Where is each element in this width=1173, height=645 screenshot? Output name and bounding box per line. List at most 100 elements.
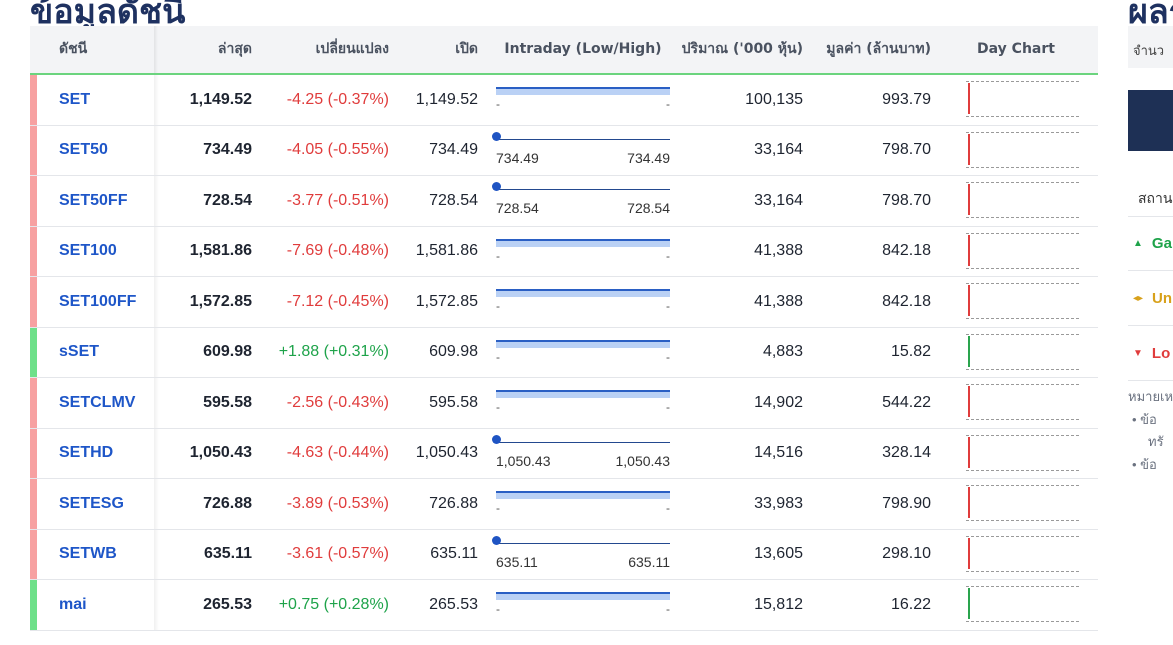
intraday-range: 728.54 728.54: [492, 176, 670, 226]
table-row[interactable]: SETCLMV 595.58 -2.56 (-0.43%) 595.58- -14,90…: [30, 378, 1098, 429]
day-chart[interactable]: [966, 434, 1079, 471]
intraday-range: --: [496, 479, 670, 529]
intraday-range: --: [496, 75, 670, 125]
index-name-link[interactable]: SET100: [59, 242, 117, 260]
side-item-unchanged[interactable]: ◂▸ Un: [1128, 271, 1173, 326]
price-change: -2.56 (-0.43%): [286, 393, 389, 411]
volume: 14,902: [754, 393, 803, 411]
day-chart[interactable]: [966, 283, 1079, 319]
header-index[interactable]: ดัชนี: [59, 41, 88, 57]
intraday-range-line: [496, 189, 670, 190]
index-name-link[interactable]: sSET: [59, 343, 100, 361]
side-item-unchanged-label: Un: [1152, 289, 1173, 307]
table-row[interactable]: SET 1,149.52 -4.25 (-0.37%) 1,149.52- -100,1…: [30, 75, 1098, 126]
header-volume[interactable]: ปริมาณ ('000 หุ้น): [681, 41, 803, 57]
header-change[interactable]: เปลี่ยนแปลง: [315, 41, 389, 57]
last-price: 726.88: [203, 494, 252, 512]
intraday-range: --: [496, 277, 670, 327]
day-chart-line: [968, 83, 970, 114]
table-row[interactable]: sSET 609.98 +1.88 (+0.31%) 609.98- -4,883 15.…: [30, 327, 1098, 378]
table-row[interactable]: SET50 734.49 -4.05 (-0.55%) 734.49 734.49 734…: [30, 125, 1098, 176]
index-name-link[interactable]: SETCLMV: [59, 393, 136, 411]
index-table: ดัชนี ล่าสุด เปลี่ยนแปลง เปิด Intraday (…: [30, 26, 1098, 631]
index-name-link[interactable]: SETHD: [59, 444, 114, 462]
intraday-low: 1,050.43: [496, 452, 551, 469]
day-chart[interactable]: [966, 131, 1079, 168]
side-item-loss[interactable]: ▼ Lo: [1128, 326, 1173, 381]
header-intraday[interactable]: Intraday (Low/High): [504, 41, 662, 57]
side-note-bullet: • ข้อ: [1132, 412, 1157, 427]
intraday-low: -: [496, 400, 500, 414]
trade-value: 798.70: [882, 191, 931, 209]
day-chart[interactable]: [966, 384, 1079, 420]
sticky-column-shadow: [154, 75, 159, 125]
intraday-marker: [492, 434, 501, 444]
side-item-loss-label: Lo: [1151, 344, 1171, 362]
direction-indicator: [30, 226, 37, 276]
index-name-link[interactable]: SET50FF: [59, 191, 128, 209]
day-chart-line: [968, 335, 970, 367]
intraday-range-line: [496, 441, 670, 443]
day-chart[interactable]: [966, 333, 1079, 370]
day-chart-line: [968, 386, 970, 417]
intraday-range: 734.49 734.49: [492, 126, 670, 176]
last-price: 609.98: [203, 343, 252, 361]
table-row[interactable]: SET100FF 1,572.85 -7.12 (-0.45%) 1,572.85- -…: [30, 277, 1098, 328]
trade-value: 798.70: [882, 141, 931, 159]
day-chart-line: [968, 184, 970, 215]
day-chart[interactable]: [966, 535, 1079, 572]
day-chart[interactable]: [966, 485, 1079, 521]
sticky-column-shadow: [154, 125, 159, 175]
index-name-link[interactable]: SET50: [59, 141, 108, 159]
sticky-column-shadow: [154, 26, 158, 73]
last-price: 728.54: [203, 191, 252, 209]
direction-indicator: [30, 75, 37, 125]
header-open[interactable]: เปิด: [455, 41, 478, 57]
intraday-marker: [492, 535, 501, 545]
volume: 33,983: [754, 494, 803, 512]
day-chart[interactable]: [966, 182, 1079, 218]
index-name-link[interactable]: SETESG: [59, 494, 124, 512]
table-row[interactable]: SET50FF 728.54 -3.77 (-0.51%) 728.54 728.54 7…: [30, 176, 1098, 227]
index-name-link[interactable]: SETWB: [59, 545, 117, 563]
direction-indicator: [30, 277, 37, 327]
index-name-link[interactable]: SET: [59, 90, 91, 108]
direction-indicator: [30, 125, 37, 175]
volume: 14,516: [754, 444, 803, 462]
last-price: 595.58: [203, 393, 252, 411]
intraday-low: -: [496, 299, 500, 313]
open-price: 726.88: [429, 494, 478, 512]
intraday-low: 734.49: [496, 149, 539, 166]
index-name-link[interactable]: SET100FF: [59, 292, 137, 310]
intraday-high: 728.54: [627, 200, 670, 216]
table-body: SET 1,149.52 -4.25 (-0.37%) 1,149.52- -100,1…: [30, 75, 1098, 631]
trade-value: 842.18: [882, 292, 931, 310]
side-note-label: หมายเห: [1128, 389, 1173, 404]
table-row[interactable]: mai 265.53 +0.75 (+0.28%) 265.53- -15,812 16.…: [30, 580, 1098, 631]
side-item-gain-label: Ga: [1151, 235, 1172, 252]
day-chart[interactable]: [966, 81, 1079, 117]
table-row[interactable]: SET100 1,581.86 -7.69 (-0.48%) 1,581.86- -41…: [30, 226, 1098, 277]
intraday-range-band: [496, 339, 670, 348]
table-row[interactable]: SETWB 635.11 -3.61 (-0.57%) 635.11 635.11 635…: [30, 529, 1098, 580]
table-row[interactable]: SETESG 726.88 -3.89 (-0.53%) 726.88- -33,983…: [30, 479, 1098, 530]
last-price: 1,572.85: [189, 292, 252, 310]
day-chart[interactable]: [966, 232, 1079, 269]
volume: 33,164: [754, 191, 803, 209]
side-panel-banner: [1128, 90, 1173, 151]
header-last[interactable]: ล่าสุด: [217, 41, 252, 57]
side-item-gain[interactable]: ▲ Ga: [1128, 216, 1173, 271]
sticky-column-shadow: [154, 580, 159, 630]
day-chart-line: [968, 487, 970, 518]
intraday-range: 635.11 635.11: [492, 530, 670, 580]
trade-value: 298.10: [882, 545, 931, 563]
intraday-high: -: [666, 349, 670, 364]
intraday-high: -: [666, 97, 670, 111]
index-name-link[interactable]: mai: [59, 595, 87, 613]
intraday-marker: [492, 131, 501, 141]
price-change: -3.61 (-0.57%): [286, 545, 389, 563]
header-value[interactable]: มูลค่า (ล้านบาท): [826, 41, 931, 57]
table-row[interactable]: SETHD 1,050.43 -4.63 (-0.44%) 1,050.43 1,050…: [30, 428, 1098, 479]
open-price: 1,581.86: [415, 242, 478, 260]
day-chart[interactable]: [966, 586, 1079, 622]
